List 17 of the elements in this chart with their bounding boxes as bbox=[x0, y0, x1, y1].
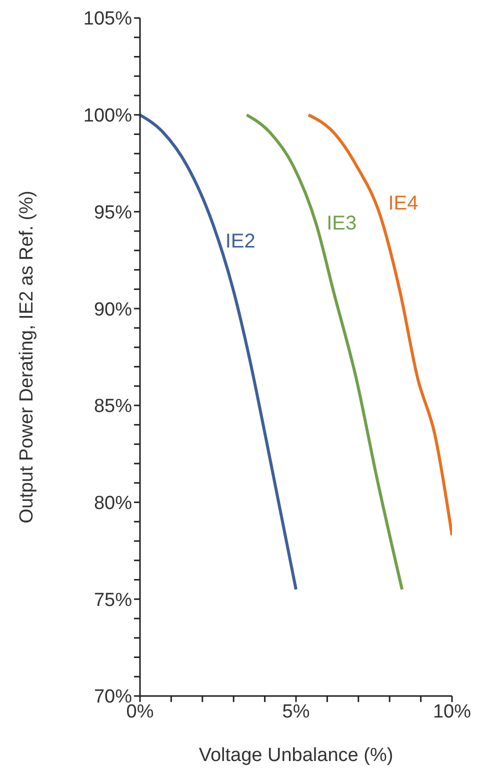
x-tick-label: 0% bbox=[126, 701, 154, 722]
x-tick-label: 10% bbox=[432, 701, 472, 722]
line-series bbox=[306, 113, 452, 537]
series-label: IE4 bbox=[388, 192, 418, 215]
series-label: IE3 bbox=[326, 212, 357, 234]
y-tick-label: 75% bbox=[94, 590, 132, 611]
y-axis-title: Output Power Derating, IE2 as Ref. (%) bbox=[16, 190, 38, 524]
series-label: IE2 bbox=[225, 230, 256, 252]
line-series bbox=[140, 113, 298, 591]
y-tick-label: 90% bbox=[94, 299, 132, 320]
y-tick-label: 105% bbox=[83, 8, 132, 30]
x-tick-label: 5% bbox=[282, 701, 310, 722]
y-tick-label: 100% bbox=[83, 106, 132, 127]
y-tick-label: 80% bbox=[94, 493, 132, 514]
y-tick-label: 85% bbox=[94, 396, 132, 418]
x-axis-title: Voltage Unbalance (%) bbox=[198, 745, 394, 766]
y-tick-label: 95% bbox=[94, 202, 132, 224]
